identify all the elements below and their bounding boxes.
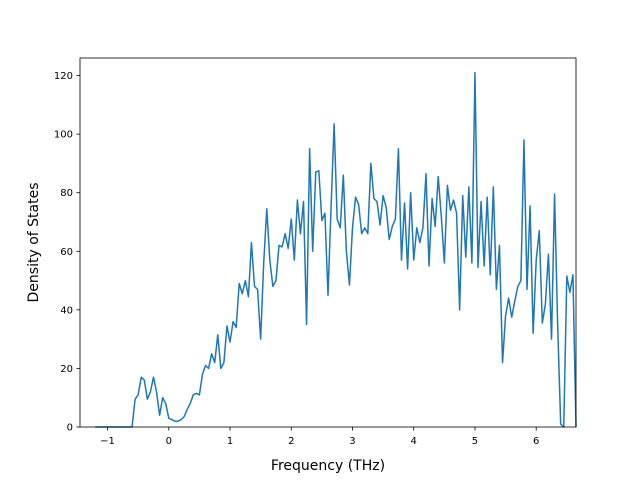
- y-axis-ticks: 0 20 40 60 80 100 120: [54, 71, 80, 434]
- axes-frame: [79, 57, 577, 428]
- y-tick-label: 100: [54, 130, 73, 141]
- x-tick-label: 6: [533, 436, 539, 447]
- dos-series-line: [95, 71, 577, 428]
- y-tick-label: 0: [67, 423, 73, 434]
- x-tick-label: 2: [288, 436, 294, 447]
- x-tick-label: 3: [349, 436, 355, 447]
- y-tick-label: 120: [54, 71, 73, 82]
- x-axis-ticks: −1 0 1 2 3 4 5 6: [100, 427, 539, 447]
- x-tick-label: 0: [166, 436, 172, 447]
- x-tick-label: 1: [227, 436, 233, 447]
- y-tick-label: 80: [60, 188, 73, 199]
- y-tick-label: 40: [60, 305, 73, 316]
- y-tick-label: 20: [60, 364, 73, 375]
- x-axis-title: Frequency (THz): [271, 458, 385, 474]
- plot-area: [95, 71, 577, 428]
- x-tick-label: −1: [100, 436, 115, 447]
- x-tick-label: 5: [472, 436, 478, 447]
- x-tick-label: 4: [411, 436, 417, 447]
- y-tick-label: 60: [60, 247, 73, 258]
- y-axis-title: Density of States: [26, 183, 42, 303]
